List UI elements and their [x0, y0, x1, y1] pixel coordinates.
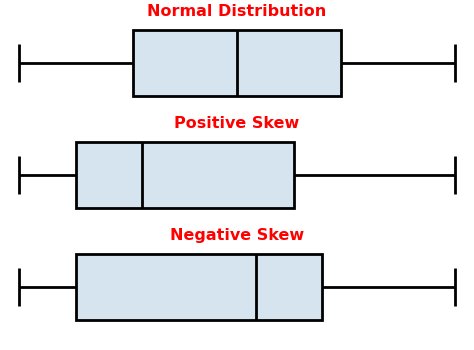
Bar	[133, 30, 341, 96]
Bar	[76, 254, 322, 320]
Bar	[76, 142, 294, 208]
Text: Normal Distribution: Normal Distribution	[147, 4, 327, 19]
Text: Positive Skew: Positive Skew	[174, 116, 300, 131]
Text: Negative Skew: Negative Skew	[170, 228, 304, 243]
